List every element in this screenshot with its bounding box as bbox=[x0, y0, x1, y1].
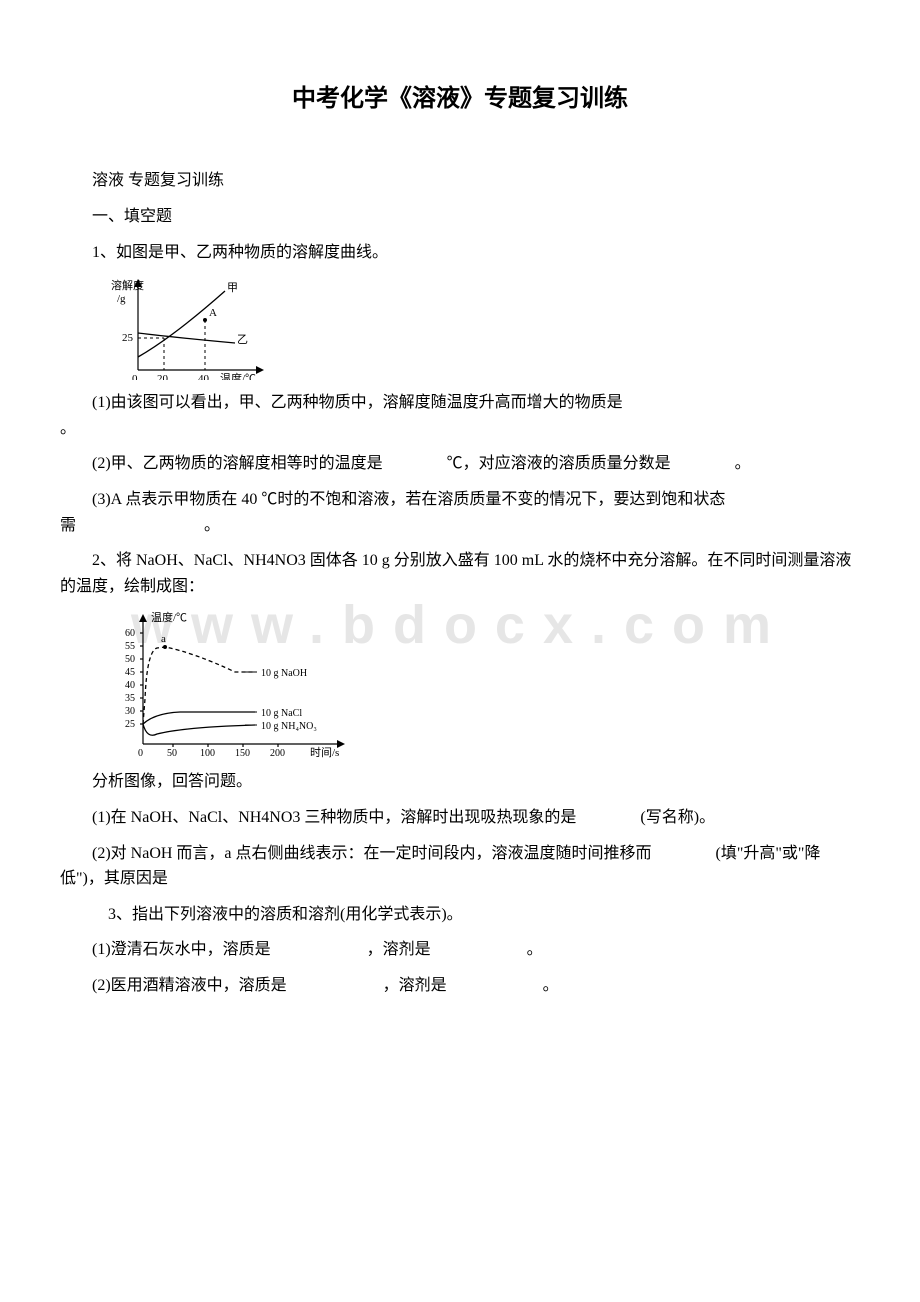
chart1-xtick-40: 40 bbox=[198, 373, 210, 380]
intro-line-1: 溶液 专题复习训练 bbox=[60, 168, 860, 194]
chart1-point-a: A bbox=[209, 307, 217, 319]
chart1-ylabel-top: 溶解度 bbox=[111, 278, 144, 292]
q3-sub1: (1)澄清石灰水中，溶质是 ，溶剂是 。 bbox=[60, 937, 860, 963]
svg-text:55: 55 bbox=[125, 641, 135, 652]
q2-stem: 2、将 NaOH、NaCl、NH4NO3 固体各 10 g 分别放入盛有 100… bbox=[60, 548, 860, 599]
chart1-xtick-0: 0 bbox=[132, 373, 138, 380]
chart1-curve-jia bbox=[138, 291, 225, 357]
svg-text:45: 45 bbox=[125, 667, 135, 678]
chart1-yunit: /g bbox=[117, 293, 126, 305]
document-content: 中考化学《溶液》专题复习训练 溶液 专题复习训练 一、填空题 1、如图是甲、乙两… bbox=[60, 80, 860, 998]
chart2-curve-nh4no3 bbox=[143, 724, 255, 735]
q2-sub2: (2)对 NaOH 而言，a 点右侧曲线表示：在一定时间段内，溶液温度随时间推移… bbox=[60, 841, 860, 892]
chart2-xticks: 0 50 100 150 200 bbox=[138, 744, 285, 759]
chart2-xlabel: 时间/s bbox=[310, 746, 339, 759]
q1-sub3: (3)A 点表示甲物质在 40 ℃时的不饱和溶液，若在溶质质量不变的情况下，要达… bbox=[60, 487, 860, 538]
svg-text:50: 50 bbox=[167, 748, 177, 759]
q2-sub1: (1)在 NaOH、NaCl、NH4NO3 三种物质中，溶解时出现吸热现象的是 … bbox=[60, 805, 860, 831]
q2-after: 分析图像，回答问题。 bbox=[60, 769, 860, 795]
svg-text:100: 100 bbox=[200, 748, 215, 759]
chart2-legend-nh4no3: 10 g NH₄NO₃ bbox=[261, 721, 317, 732]
chart1-label-jia: 甲 bbox=[227, 282, 238, 294]
svg-text:30: 30 bbox=[125, 706, 135, 717]
q1-stem: 1、如图是甲、乙两种物质的溶解度曲线。 bbox=[60, 240, 860, 266]
section-heading: 一、填空题 bbox=[60, 204, 860, 230]
svg-text:60: 60 bbox=[125, 628, 135, 639]
chart2-legend-naoh: 10 g NaOH bbox=[261, 668, 307, 679]
svg-text:40: 40 bbox=[125, 680, 135, 691]
chart1-label-yi: 乙 bbox=[237, 333, 248, 346]
svg-text:0: 0 bbox=[138, 748, 143, 759]
q3-stem: 3、指出下列溶液中的溶质和溶剂(用化学式表示)。 bbox=[60, 902, 860, 928]
chart1-xtick-20: 20 bbox=[157, 373, 169, 380]
chart2-temp-time: 温度/℃ 60 55 50 45 40 35 30 25 0 50 100 15… bbox=[105, 609, 860, 759]
svg-text:35: 35 bbox=[125, 693, 135, 704]
svg-text:25: 25 bbox=[125, 719, 135, 730]
chart1-solubility-curve: 溶解度 /g 25 0 20 40 温度/℃ 甲 乙 A bbox=[105, 275, 860, 380]
q1-sub1: (1)由该图可以看出，甲、乙两种物质中，溶解度随温度升高而增大的物质是 。 bbox=[60, 390, 860, 441]
chart2-ylabel: 温度/℃ bbox=[151, 610, 187, 624]
chart2-legend-nacl: 10 g NaCl bbox=[261, 708, 302, 719]
chart1-xlabel: 温度/℃ bbox=[220, 371, 256, 380]
chart2-point-a: a bbox=[161, 633, 166, 645]
q3-sub2: (2)医用酒精溶液中，溶质是 ，溶剂是 。 bbox=[60, 973, 860, 999]
q1-sub2: (2)甲、乙两物质的溶解度相等时的温度是 ℃，对应溶液的溶质质量分数是 。 bbox=[60, 451, 860, 477]
chart1-ytick-25: 25 bbox=[122, 332, 134, 344]
chart2-curve-nacl bbox=[143, 712, 255, 724]
svg-text:150: 150 bbox=[235, 748, 250, 759]
svg-text:50: 50 bbox=[125, 654, 135, 665]
svg-text:200: 200 bbox=[270, 748, 285, 759]
page-title: 中考化学《溶液》专题复习训练 bbox=[60, 80, 860, 118]
chart2-yticks: 60 55 50 45 40 35 30 25 bbox=[125, 628, 143, 730]
